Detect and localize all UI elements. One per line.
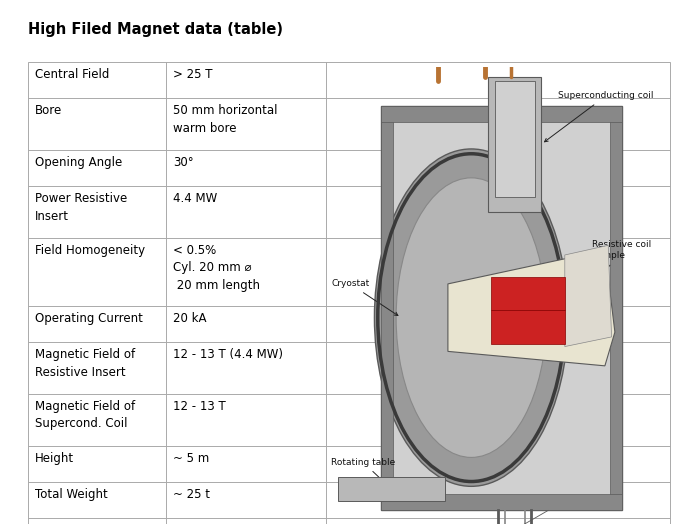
Text: Operating Current: Operating Current xyxy=(35,312,143,325)
Text: Central Field: Central Field xyxy=(35,68,109,81)
Text: Field Homogeneity: Field Homogeneity xyxy=(35,244,145,257)
Text: < 0.5%
Cyl. 20 mm ⌀
 20 mm length: < 0.5% Cyl. 20 mm ⌀ 20 mm length xyxy=(173,244,260,292)
Bar xyxy=(381,105,622,123)
Text: 12 - 13 T (4.4 MW): 12 - 13 T (4.4 MW) xyxy=(173,348,283,361)
Text: High Filed Magnet data (table): High Filed Magnet data (table) xyxy=(28,22,283,37)
Text: 12 - 13 T: 12 - 13 T xyxy=(173,400,226,413)
Text: Magnetic Field of
Resistive Insert: Magnetic Field of Resistive Insert xyxy=(35,348,135,378)
Text: Resistive coil
Sample: Resistive coil Sample xyxy=(584,240,651,300)
Ellipse shape xyxy=(374,149,568,486)
FancyBboxPatch shape xyxy=(381,105,622,510)
Bar xyxy=(495,81,535,197)
Bar xyxy=(491,277,565,310)
Text: 20 kA: 20 kA xyxy=(173,312,206,325)
Polygon shape xyxy=(448,250,615,366)
Polygon shape xyxy=(565,245,611,346)
Text: Total Weight: Total Weight xyxy=(35,488,108,501)
FancyBboxPatch shape xyxy=(337,477,445,501)
Text: Power Resistive
Insert: Power Resistive Insert xyxy=(35,192,128,223)
Bar xyxy=(488,77,542,212)
Bar xyxy=(491,310,565,344)
Bar xyxy=(381,494,622,510)
Text: 50 mm horizontal
warm bore: 50 mm horizontal warm bore xyxy=(173,104,277,135)
Ellipse shape xyxy=(396,178,546,457)
Text: 30°: 30° xyxy=(173,156,194,169)
Text: > 25 T: > 25 T xyxy=(173,68,213,81)
Text: Bore: Bore xyxy=(35,104,62,117)
Text: ~ 25 t: ~ 25 t xyxy=(173,488,210,501)
Text: Rotating table: Rotating table xyxy=(331,458,395,486)
Text: Opening Angle: Opening Angle xyxy=(35,156,122,169)
Text: HTS current leads: HTS current leads xyxy=(0,523,1,524)
Text: Superconducting coil: Superconducting coil xyxy=(544,91,654,142)
Text: ~ 5 m: ~ 5 m xyxy=(173,452,209,465)
Text: 4.4 MW: 4.4 MW xyxy=(173,192,217,205)
Text: Magnetic Field of
Supercond. Coil: Magnetic Field of Supercond. Coil xyxy=(35,400,135,431)
Bar xyxy=(610,105,622,510)
Text: Cryostat: Cryostat xyxy=(331,279,398,315)
Text: Height: Height xyxy=(35,452,74,465)
Bar xyxy=(381,105,393,510)
